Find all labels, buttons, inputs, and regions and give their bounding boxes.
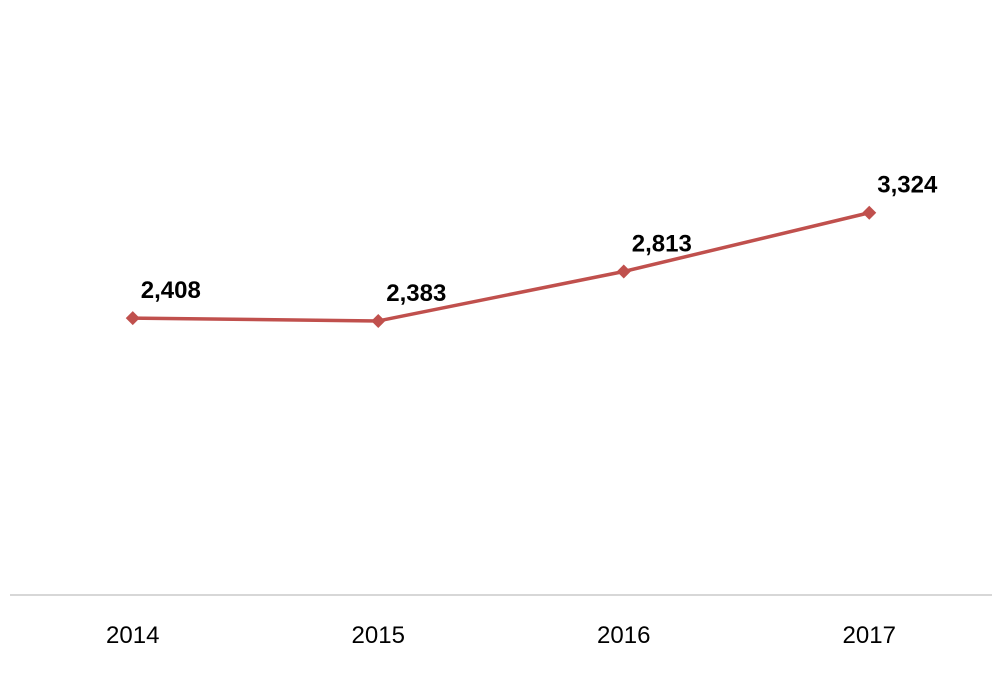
data-point-2014 <box>125 311 140 326</box>
data-label-2017: 3,324 <box>877 172 938 199</box>
data-point-2016 <box>616 264 631 279</box>
x-tick-labels: 2014 2015 2016 2017 <box>106 622 896 649</box>
data-label-2015: 2,383 <box>386 280 446 307</box>
series-markers <box>125 205 877 328</box>
data-labels: 2,408 2,383 2,813 3,324 <box>141 172 938 307</box>
series-line <box>132 211 870 323</box>
x-tick-label-2015: 2015 <box>352 622 405 649</box>
x-tick-label-2017: 2017 <box>843 622 896 649</box>
data-point-2015 <box>371 313 386 328</box>
data-point-2017 <box>862 205 877 220</box>
x-tick-label-2016: 2016 <box>597 622 650 649</box>
x-tick-label-2014: 2014 <box>106 622 159 649</box>
data-label-2016: 2,813 <box>632 231 692 258</box>
data-label-2014: 2,408 <box>141 277 201 304</box>
